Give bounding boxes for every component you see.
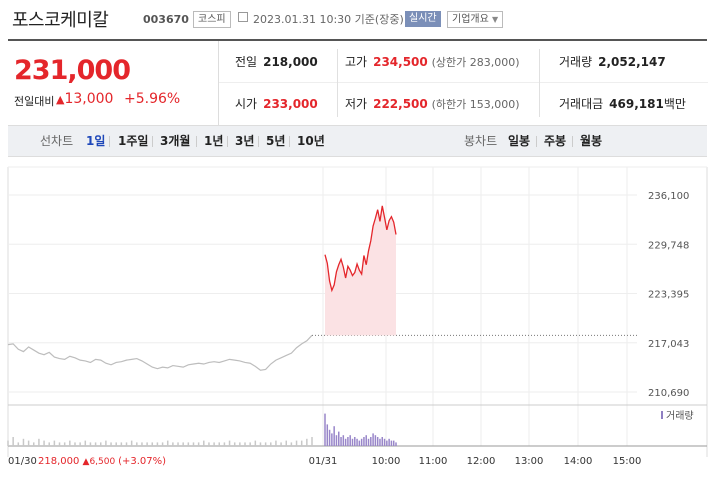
x-tick-label: 10:00 xyxy=(372,456,401,467)
stock-name: 포스코케미칼 xyxy=(12,10,109,31)
y-tick-label: 229,748 xyxy=(648,240,689,251)
stat-open: 시가 233,000 xyxy=(235,83,318,125)
candle-chart-label: 봉차트 xyxy=(464,134,498,148)
series-prev-day xyxy=(7,334,313,371)
stat-unit: 백만 xyxy=(663,97,686,111)
y-tick-label: 223,395 xyxy=(648,290,689,301)
stat-value: 469,181 xyxy=(609,97,664,111)
x-tick-label: 14:00 xyxy=(564,456,593,467)
tab-divider xyxy=(227,136,228,147)
quote-datetime: 2023.01.31 10:30 기준(장중) xyxy=(253,13,404,26)
tab-divider xyxy=(152,136,153,147)
up-triangle-icon: ▲ xyxy=(56,93,65,106)
y-tick-label: 210,690 xyxy=(648,388,689,399)
tab-divider xyxy=(196,136,197,147)
tab-5y[interactable]: 5년 xyxy=(266,134,286,148)
y-tick-label: 236,100 xyxy=(648,191,689,202)
tab-divider xyxy=(536,136,537,147)
chart-canvas: 236,100 229,748 223,395 217,043 210,690 거래량 01… xyxy=(7,166,708,467)
x-tick-label: 01/31 xyxy=(309,456,338,467)
price-summary: 231,000 전일대비 ▲13,000 +5.96% xyxy=(8,41,217,125)
stat-label: 거래대금 xyxy=(559,97,604,111)
tab-3m[interactable]: 3개월 xyxy=(160,134,191,148)
stat-turnover: 거래대금 469,181백만 xyxy=(559,83,686,125)
tab-divider xyxy=(109,136,110,147)
x-tick-label-prev-day: 01/30 xyxy=(8,456,37,467)
series-today xyxy=(324,205,397,293)
prev-day-close: 218,000 xyxy=(38,456,83,467)
change-percent: +5.96% xyxy=(124,91,181,107)
tab-1y[interactable]: 1년 xyxy=(204,134,224,148)
tab-1w[interactable]: 1주일 xyxy=(118,134,149,148)
change-label: 전일대비 xyxy=(14,95,55,108)
lower-limit: (하한가 153,000) xyxy=(431,98,520,111)
stat-value: 2,052,147 xyxy=(598,55,666,69)
stock-header: 포스코케미칼 003670 코스피 2023.01.31 10:30 기준(장중… xyxy=(0,0,715,40)
change-value: ▲13,000 xyxy=(56,91,113,107)
company-info-dropdown[interactable]: 기업개요 ▼ xyxy=(447,11,504,28)
tab-1d[interactable]: 1일 xyxy=(86,134,106,148)
header-divider xyxy=(8,39,707,41)
tab-divider xyxy=(572,136,573,147)
calendar-icon xyxy=(238,12,248,22)
stats-col-divider xyxy=(337,49,338,117)
stat-value: 234,500 xyxy=(373,55,428,69)
stats-table: 전일 218,000 고가 234,500 (상한가 283,000) 거래량 2,0… xyxy=(218,41,708,125)
stat-label: 전일 xyxy=(235,55,258,69)
stat-value: 218,000 xyxy=(263,55,318,69)
tab-weekly-candle[interactable]: 주봉 xyxy=(544,134,567,148)
volume-legend-swatch xyxy=(661,411,663,419)
chevron-down-icon: ▼ xyxy=(492,15,499,24)
prev-day-change: ▲6,500 xyxy=(83,457,119,467)
y-tick-label: 217,043 xyxy=(648,339,689,350)
stat-high: 고가 234,500 (상한가 283,000) xyxy=(345,41,520,83)
company-info-label: 기업개요 xyxy=(452,14,489,25)
tab-10y[interactable]: 10년 xyxy=(297,134,325,148)
market-badge: 코스피 xyxy=(193,11,231,28)
line-chart-label: 선차트 xyxy=(40,134,74,148)
stat-label: 고가 xyxy=(345,55,368,69)
x-tick-label: 15:00 xyxy=(613,456,642,467)
prev-day-summary: 218,000 ▲6,500 (+3.07%) xyxy=(38,456,166,467)
tab-3y[interactable]: 3년 xyxy=(235,134,255,148)
stat-volume: 거래량 2,052,147 xyxy=(559,41,666,83)
tab-divider xyxy=(258,136,259,147)
prev-day-pct: (+3.07%) xyxy=(118,456,166,467)
stat-low: 저가 222,500 (하한가 153,000) xyxy=(345,83,520,125)
stock-code: 003670 xyxy=(143,13,189,26)
realtime-button[interactable]: 실시간 xyxy=(405,11,441,27)
series-today-fill xyxy=(325,205,396,336)
x-tick-label: 11:00 xyxy=(419,456,448,467)
stat-label: 저가 xyxy=(345,97,368,111)
stat-value: 222,500 xyxy=(373,97,428,111)
tab-daily-candle[interactable]: 일봉 xyxy=(508,134,531,148)
price-chart: 236,100 229,748 223,395 217,043 210,690 거래량 01… xyxy=(0,157,715,481)
tab-monthly-candle[interactable]: 월봉 xyxy=(580,134,603,148)
volume-legend-label: 거래량 xyxy=(666,410,694,422)
stat-label: 거래량 xyxy=(559,55,593,69)
stats-row-divider xyxy=(219,82,708,83)
stats-col-divider xyxy=(539,49,540,117)
tab-divider xyxy=(289,136,290,147)
stat-label: 시가 xyxy=(235,97,258,111)
chart-period-tabs: 선차트 1일 1주일 3개월 1년 3년 5년 10년 봉차트 일봉 주봉 월봉 xyxy=(8,125,707,157)
current-price: 231,000 xyxy=(14,55,131,86)
x-tick-label: 13:00 xyxy=(515,456,544,467)
upper-limit: (상한가 283,000) xyxy=(431,56,520,69)
change-amount: 13,000 xyxy=(64,91,114,107)
stat-value: 233,000 xyxy=(263,97,318,111)
x-tick-label: 12:00 xyxy=(467,456,496,467)
stat-prev-close: 전일 218,000 xyxy=(235,41,318,83)
